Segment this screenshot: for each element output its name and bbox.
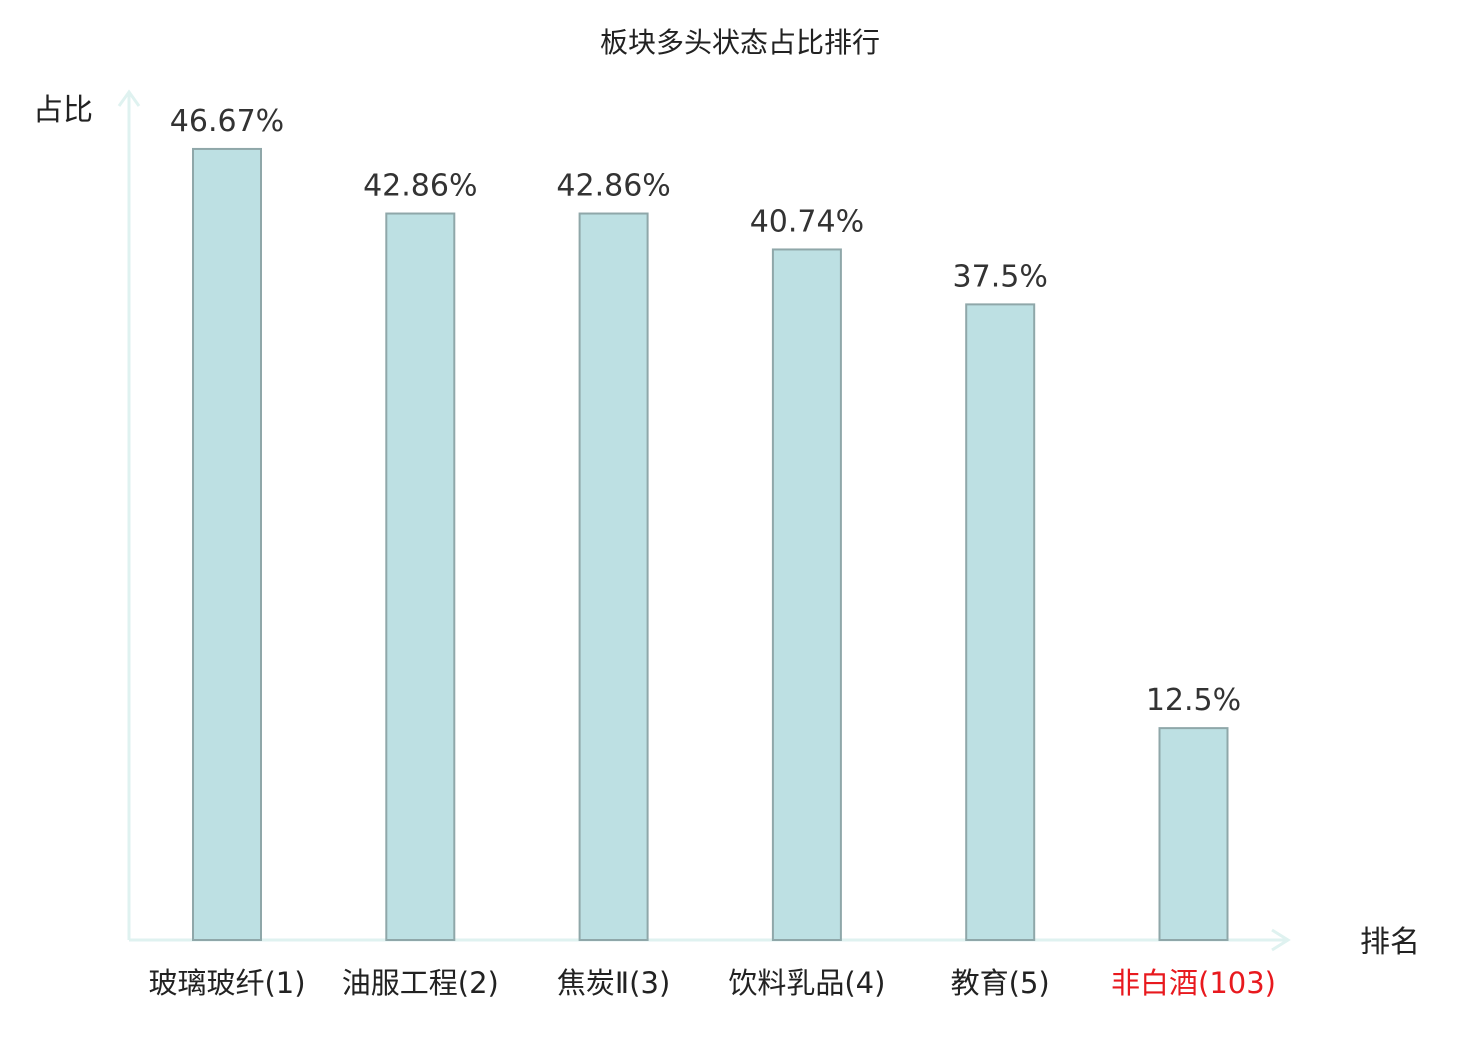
value-label-2: 42.86%	[363, 169, 477, 204]
value-label-3: 42.86%	[556, 169, 670, 204]
y-axis	[117, 89, 141, 940]
bar-5	[965, 303, 1036, 941]
y-axis-label: 占比	[33, 93, 93, 128]
bar-3	[578, 212, 649, 941]
value-label-6: 12.5%	[1146, 683, 1241, 718]
x-axis	[129, 928, 1291, 952]
chart-title: 板块多头状态占比排行	[600, 26, 880, 59]
x-axis-label: 排名	[1360, 925, 1420, 960]
value-label-4: 40.74%	[750, 204, 864, 239]
bar-6	[1158, 727, 1229, 941]
category-labels: 玻璃玻纤(1) 油服工程(2) 焦炭Ⅱ(3) 饮料乳品(4) 教育(5) 非白酒(103)	[148, 966, 1276, 1000]
value-label-1: 46.67%	[170, 104, 284, 139]
value-label-5: 37.5%	[953, 259, 1048, 294]
category-label-2: 油服工程(2)	[342, 966, 499, 1000]
category-label-5: 教育(5)	[951, 966, 1050, 1000]
category-label-4: 饮料乳品(4)	[728, 966, 885, 1000]
category-label-1: 玻璃玻纤(1)	[148, 966, 305, 1000]
bar-series	[192, 147, 1229, 942]
bar-2	[385, 212, 456, 941]
category-label-3: 焦炭Ⅱ(3)	[557, 966, 670, 1000]
bar-4	[771, 248, 842, 942]
value-labels: 46.67% 42.86% 42.86% 40.74% 37.5% 12.5%	[170, 104, 1241, 718]
category-label-6: 非白酒(103)	[1111, 966, 1276, 1000]
bar-1	[192, 147, 262, 942]
